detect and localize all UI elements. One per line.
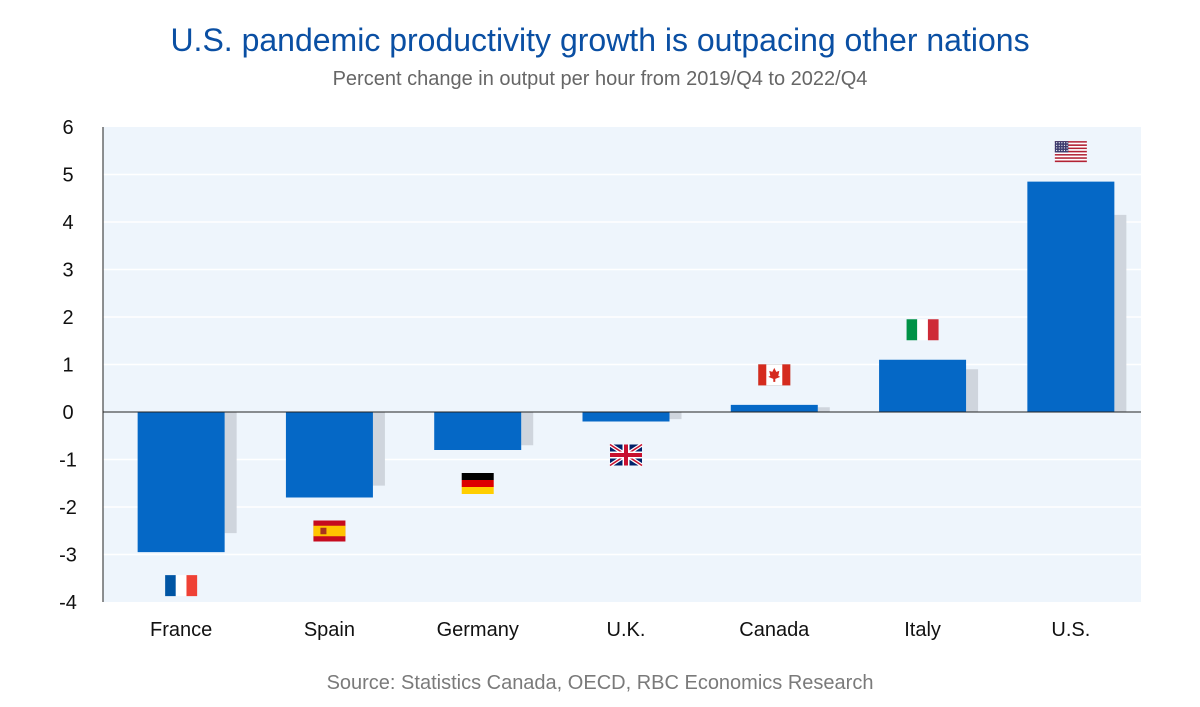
shadow-bar-france xyxy=(224,412,237,534)
y-tick-label-3: 3 xyxy=(62,260,73,282)
bar-germany xyxy=(434,412,522,450)
bar-canada xyxy=(730,404,818,412)
y-tick-label-9: -3 xyxy=(59,545,77,567)
italy-flag-icon xyxy=(906,319,939,341)
shadow-bars xyxy=(224,214,1127,534)
x-tick-label-spain: Spain xyxy=(304,619,355,641)
y-tick-label-2: 4 xyxy=(62,212,73,234)
y-tick-label-5: 1 xyxy=(62,355,73,377)
chart-source: Source: Statistics Canada, OECD, RBC Eco… xyxy=(326,672,874,694)
chart-subtitle: Percent change in output per hour from 2… xyxy=(332,68,868,90)
y-tick-label-0: 6 xyxy=(62,117,73,139)
chart-title: U.S. pandemic productivity growth is out… xyxy=(170,22,1030,58)
flags xyxy=(165,141,1087,597)
x-tick-label-germany: Germany xyxy=(437,619,519,641)
x-tick-label-canada: Canada xyxy=(739,619,810,641)
x-tick-labels: France Spain Germany U.K. Canada Italy U.S. xyxy=(150,619,1090,641)
x-tick-label-u-s: U.S. xyxy=(1051,619,1090,641)
shadow-bar-spain xyxy=(372,412,385,486)
bars xyxy=(137,181,1115,553)
y-tick-labels: 6 5 4 3 2 1 0 -1 -2 -3 -4 xyxy=(59,117,77,614)
bar-france xyxy=(137,412,225,553)
x-tick-label-u-k: U.K. xyxy=(607,619,646,641)
shadow-bar-germany xyxy=(521,412,534,446)
germany-flag-icon xyxy=(461,473,494,494)
shadow-bar-italy xyxy=(966,369,979,412)
y-tick-label-7: -1 xyxy=(59,450,77,472)
shadow-bar-u-s xyxy=(1114,214,1127,412)
y-tick-label-8: -2 xyxy=(59,497,77,519)
x-tick-label-italy: Italy xyxy=(904,619,941,641)
us-flag-icon xyxy=(1054,141,1087,163)
y-tick-label-1: 5 xyxy=(62,165,73,187)
canada-flag-icon xyxy=(758,364,791,386)
shadow-bar-canada xyxy=(817,407,830,412)
shadow-bar-u-k xyxy=(669,412,682,420)
x-tick-label-france: France xyxy=(150,619,212,641)
bar-italy xyxy=(879,359,967,412)
y-tick-label-4: 2 xyxy=(62,307,73,329)
bar-spain xyxy=(285,412,373,498)
spain-flag-icon xyxy=(313,520,346,542)
y-tick-label-6: 0 xyxy=(62,402,73,424)
france-flag-icon xyxy=(165,575,198,597)
y-tick-label-10: -4 xyxy=(59,592,77,614)
bar-u-k xyxy=(582,412,670,422)
bar-u-s xyxy=(1027,181,1115,412)
uk-flag-icon xyxy=(608,442,644,468)
